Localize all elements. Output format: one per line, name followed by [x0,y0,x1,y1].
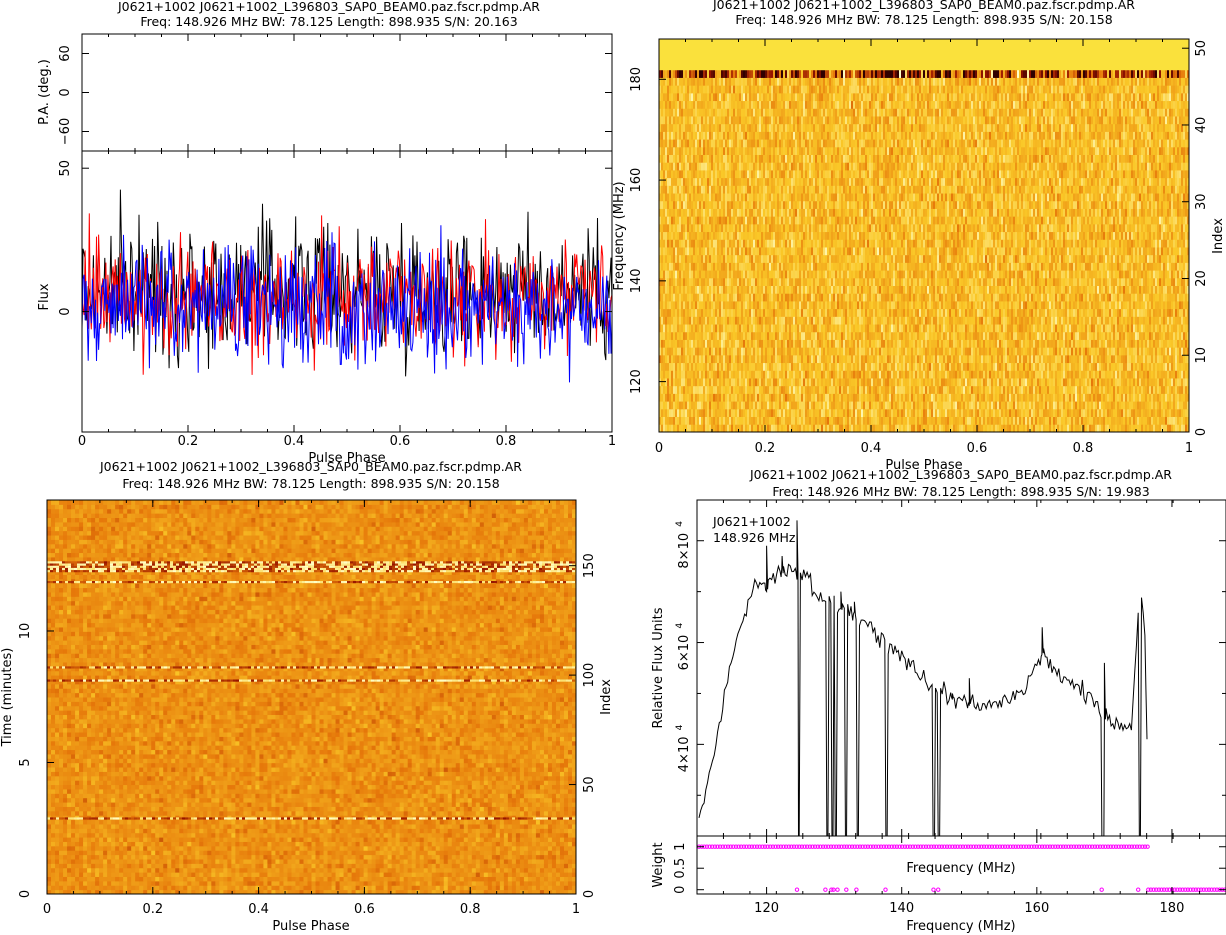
profile-x-tick-label: 0.4 [284,434,305,449]
profile-x-tick-label: 0.6 [390,434,411,449]
freq-title-line1: J0621+1002 J0621+1002_L396803_SAP0_BEAM0… [712,0,1135,12]
freq-title-line2: Freq: 148.926 MHz BW: 78.125 Length: 898… [735,12,1112,27]
pa-y-tick-label: 60 [58,45,73,62]
pa-y-tick-label: −60 [58,118,73,145]
pa-axis-ticks: −60 0 60 [58,34,612,151]
profile-x-tick-label: 0.8 [496,434,517,449]
flux-y-tick-label: 50 [58,160,73,177]
flux-axis-label: Flux [37,283,52,310]
pa-axes-frame [82,34,612,151]
phase-frequency-heatmap [659,39,1189,432]
profile-title-line1: J0621+1002 J0621+1002_L396803_SAP0_BEAM0… [117,0,540,14]
profile-x-tick-label: 0.2 [178,434,199,449]
profile-x-tick-label: 0 [78,434,86,449]
profile-panel: J0621+1002 J0621+1002_L396803_SAP0_BEAM0… [37,0,616,466]
pa-axis-label: P.A. (deg.) [37,59,52,125]
flux-y-tick-label: 0 [58,307,73,315]
profile-x-tick-label: 1 [608,434,616,449]
pa-y-tick-label: 0 [58,88,73,96]
flux-series-group [82,190,612,383]
profile-title-line2: Freq: 148.926 MHz BW: 78.125 Length: 898… [140,14,517,29]
phase-frequency-panel: J0621+1002 J0621+1002_L396803_SAP0_BEAM0… [612,0,1226,473]
